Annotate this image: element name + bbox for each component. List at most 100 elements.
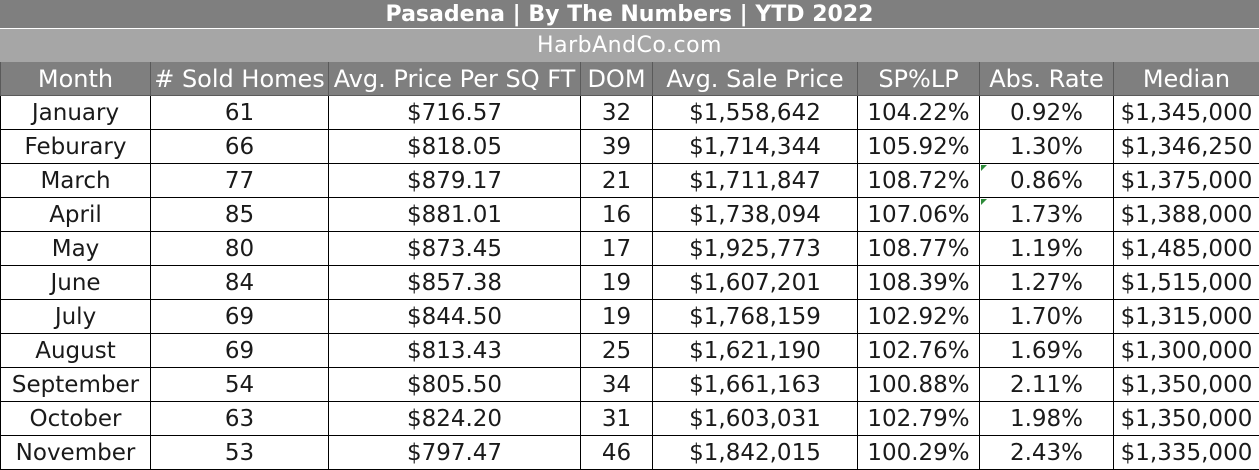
column-header-dom[interactable]: DOM [581, 62, 653, 96]
cell-price-per-sqft[interactable]: $716.57 [329, 96, 581, 130]
cell-sp-lp[interactable]: 107.06% [858, 198, 980, 232]
cell-sold-homes[interactable]: 69 [151, 334, 329, 368]
cell-price-per-sqft[interactable]: $879.17 [329, 164, 581, 198]
cell-avg-sale-price[interactable]: $1,607,201 [653, 266, 858, 300]
cell-median[interactable]: $1,335,000 [1114, 436, 1259, 470]
cell-price-per-sqft[interactable]: $818.05 [329, 130, 581, 164]
cell-sp-lp[interactable]: 108.39% [858, 266, 980, 300]
cell-sp-lp[interactable]: 105.92% [858, 130, 980, 164]
cell-median[interactable]: $1,300,000 [1114, 334, 1259, 368]
cell-avg-sale-price[interactable]: $1,711,847 [653, 164, 858, 198]
cell-abs-rate[interactable]: 1.19% [980, 232, 1114, 266]
cell-dom[interactable]: 32 [581, 96, 653, 130]
cell-dom[interactable]: 25 [581, 334, 653, 368]
cell-dom[interactable]: 21 [581, 164, 653, 198]
cell-dom[interactable]: 31 [581, 402, 653, 436]
cell-median[interactable]: $1,346,250 [1114, 130, 1259, 164]
cell-sp-lp[interactable]: 104.22% [858, 96, 980, 130]
column-header-month[interactable]: Month [1, 62, 151, 96]
cell-month[interactable]: September [1, 368, 151, 402]
cell-median[interactable]: $1,350,000 [1114, 368, 1259, 402]
cell-price-per-sqft[interactable]: $805.50 [329, 368, 581, 402]
cell-sp-lp[interactable]: 108.72% [858, 164, 980, 198]
cell-month[interactable]: January [1, 96, 151, 130]
cell-sold-homes[interactable]: 66 [151, 130, 329, 164]
cell-avg-sale-price[interactable]: $1,714,344 [653, 130, 858, 164]
cell-sp-lp[interactable]: 102.79% [858, 402, 980, 436]
cell-sold-homes[interactable]: 77 [151, 164, 329, 198]
cell-price-per-sqft[interactable]: $881.01 [329, 198, 581, 232]
cell-abs-rate[interactable]: 0.86% [980, 164, 1114, 198]
cell-month[interactable]: June [1, 266, 151, 300]
cell-median[interactable]: $1,315,000 [1114, 300, 1259, 334]
cell-dom[interactable]: 17 [581, 232, 653, 266]
website-label: HarbAndCo.com [0, 29, 1259, 62]
cell-dom[interactable]: 34 [581, 368, 653, 402]
cell-median[interactable]: $1,375,000 [1114, 164, 1259, 198]
cell-month[interactable]: Feburary [1, 130, 151, 164]
cell-abs-rate[interactable]: 1.98% [980, 402, 1114, 436]
column-header-abs-rate[interactable]: Abs. Rate [980, 62, 1114, 96]
cell-abs-rate[interactable]: 1.70% [980, 300, 1114, 334]
cell-sold-homes[interactable]: 80 [151, 232, 329, 266]
cell-dom[interactable]: 19 [581, 300, 653, 334]
cell-abs-rate[interactable]: 2.11% [980, 368, 1114, 402]
cell-sp-lp[interactable]: 102.92% [858, 300, 980, 334]
cell-median[interactable]: $1,515,000 [1114, 266, 1259, 300]
cell-month[interactable]: April [1, 198, 151, 232]
column-header-sold-homes[interactable]: # Sold Homes [151, 62, 329, 96]
cell-dom[interactable]: 39 [581, 130, 653, 164]
cell-avg-sale-price[interactable]: $1,842,015 [653, 436, 858, 470]
cell-abs-rate[interactable]: 2.43% [980, 436, 1114, 470]
cell-abs-rate[interactable]: 1.27% [980, 266, 1114, 300]
cell-price-per-sqft[interactable]: $844.50 [329, 300, 581, 334]
cell-avg-sale-price[interactable]: $1,558,642 [653, 96, 858, 130]
cell-price-per-sqft[interactable]: $873.45 [329, 232, 581, 266]
cell-month[interactable]: August [1, 334, 151, 368]
cell-sold-homes[interactable]: 53 [151, 436, 329, 470]
cell-sold-homes[interactable]: 61 [151, 96, 329, 130]
cell-sp-lp[interactable]: 100.29% [858, 436, 980, 470]
cell-avg-sale-price[interactable]: $1,738,094 [653, 198, 858, 232]
cell-abs-rate[interactable]: 0.92% [980, 96, 1114, 130]
cell-dom[interactable]: 16 [581, 198, 653, 232]
cell-median[interactable]: $1,350,000 [1114, 402, 1259, 436]
cell-month[interactable]: October [1, 402, 151, 436]
cell-median[interactable]: $1,485,000 [1114, 232, 1259, 266]
cell-avg-sale-price[interactable]: $1,768,159 [653, 300, 858, 334]
cell-price-per-sqft[interactable]: $797.47 [329, 436, 581, 470]
column-header-avg-sale-price[interactable]: Avg. Sale Price [653, 62, 858, 96]
cell-dom[interactable]: 46 [581, 436, 653, 470]
cell-month[interactable]: March [1, 164, 151, 198]
cell-price-per-sqft[interactable]: $857.38 [329, 266, 581, 300]
column-header-sp-lp[interactable]: SP%LP [858, 62, 980, 96]
cell-abs-rate[interactable]: 1.30% [980, 130, 1114, 164]
cell-dom[interactable]: 19 [581, 266, 653, 300]
cell-abs-rate[interactable]: 1.69% [980, 334, 1114, 368]
column-header-price-per-sqft[interactable]: Avg. Price Per SQ FT [329, 62, 581, 96]
cell-price-per-sqft[interactable]: $824.20 [329, 402, 581, 436]
cell-sp-lp[interactable]: 100.88% [858, 368, 980, 402]
cell-sold-homes[interactable]: 85 [151, 198, 329, 232]
cell-sold-homes[interactable]: 69 [151, 300, 329, 334]
cell-abs-rate[interactable]: 1.73% [980, 198, 1114, 232]
cell-sold-homes[interactable]: 54 [151, 368, 329, 402]
cell-avg-sale-price[interactable]: $1,925,773 [653, 232, 858, 266]
cell-avg-sale-price[interactable]: $1,661,163 [653, 368, 858, 402]
cell-sold-homes[interactable]: 63 [151, 402, 329, 436]
cell-sp-lp[interactable]: 102.76% [858, 334, 980, 368]
cell-median[interactable]: $1,345,000 [1114, 96, 1259, 130]
cell-avg-sale-price[interactable]: $1,603,031 [653, 402, 858, 436]
cell-month[interactable]: November [1, 436, 151, 470]
cell-month[interactable]: May [1, 232, 151, 266]
cell-month[interactable]: July [1, 300, 151, 334]
cell-avg-sale-price[interactable]: $1,621,190 [653, 334, 858, 368]
column-header-median[interactable]: Median [1114, 62, 1259, 96]
cell-price-per-sqft[interactable]: $813.43 [329, 334, 581, 368]
cell-sold-homes[interactable]: 84 [151, 266, 329, 300]
cell-sp-lp[interactable]: 108.77% [858, 232, 980, 266]
cell-median[interactable]: $1,388,000 [1114, 198, 1259, 232]
